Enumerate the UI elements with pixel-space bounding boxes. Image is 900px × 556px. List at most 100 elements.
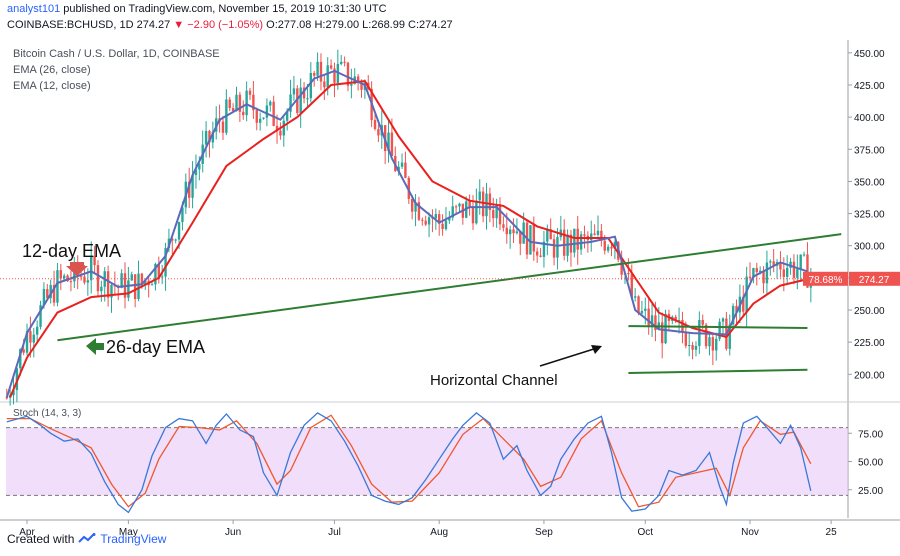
candle-body <box>46 289 49 299</box>
candle-body <box>25 331 29 353</box>
candle-body <box>42 289 46 306</box>
stoch-tick-label: 25.00 <box>858 486 883 497</box>
stoch-tick-label: 75.00 <box>858 429 883 440</box>
last-price-text: 274.27 <box>859 275 890 286</box>
candle-body <box>154 263 157 285</box>
candle-body <box>160 276 164 278</box>
candle-body <box>552 239 556 258</box>
candle-body <box>522 222 525 244</box>
candle-body <box>282 120 285 136</box>
candle-body <box>721 318 725 322</box>
candle-body <box>285 111 289 121</box>
candle-body <box>174 239 177 241</box>
candle-body <box>471 207 475 224</box>
candle-body <box>715 338 718 351</box>
candle-body <box>62 275 66 279</box>
tradingview-link[interactable]: TradingView <box>100 532 167 546</box>
candle-body <box>505 227 508 235</box>
candle-body <box>549 229 552 240</box>
symbol: COINBASE:BCHUSD, 1D 274.27 <box>7 19 171 31</box>
candle-body <box>502 224 505 228</box>
candle-body <box>164 248 167 277</box>
candle-body <box>579 234 583 250</box>
candle-body <box>52 285 56 303</box>
candle-body <box>752 268 755 278</box>
candle-body <box>181 207 184 223</box>
candle-body <box>772 261 775 266</box>
candle-body <box>356 76 360 84</box>
ema12-annotation: 12-day EMA <box>22 241 121 261</box>
candle-body <box>779 261 782 270</box>
candle-body <box>745 276 748 312</box>
price-tick-label: 350.00 <box>854 177 885 188</box>
candle-body <box>593 233 596 235</box>
candle-body <box>69 281 73 283</box>
candle-body <box>546 229 549 242</box>
candle-body <box>583 234 586 236</box>
footer: Created with TradingView <box>7 532 166 546</box>
candle-body <box>56 270 59 303</box>
candle-body <box>377 129 380 136</box>
price-tick-label: 400.00 <box>854 113 885 124</box>
time-tick-label: 25 <box>826 527 838 538</box>
candle-body <box>326 65 329 88</box>
candle-body <box>728 324 731 349</box>
price-tick-label: 300.00 <box>854 242 885 253</box>
price-tick-label: 200.00 <box>854 370 885 381</box>
candle-body <box>458 203 461 207</box>
candle-body <box>5 397 8 399</box>
candle-body <box>596 230 600 235</box>
rising-support-trendline <box>57 233 842 342</box>
candle-body <box>340 61 343 64</box>
candle-body <box>316 61 319 76</box>
candle-body <box>677 320 681 322</box>
publish-line: analyst101 published on TradingView.com,… <box>7 3 387 15</box>
candle-body <box>29 331 32 343</box>
candle-body <box>654 315 657 330</box>
candle-body <box>255 110 258 123</box>
candle-body <box>410 198 414 212</box>
candle-body <box>478 191 481 201</box>
candle-body <box>556 237 559 258</box>
candle-body <box>755 268 758 273</box>
candle-body <box>93 255 96 266</box>
price-tick-label: 425.00 <box>854 81 885 92</box>
stoch-band <box>6 427 848 496</box>
candle-body <box>279 130 282 136</box>
price-tick-label: 450.00 <box>854 49 885 60</box>
time-tick-label: Sep <box>535 527 553 538</box>
candle-body <box>438 214 441 224</box>
candle-body <box>603 240 606 251</box>
candle-body <box>417 202 421 220</box>
legend-title: Bitcoin Cash / U.S. Dollar, 1D, COINBASE <box>13 48 220 60</box>
candle-body <box>157 263 160 278</box>
channel-arrow-head-icon <box>591 345 602 354</box>
candle-body <box>235 94 238 112</box>
candle-body <box>194 169 198 176</box>
candle-body <box>704 324 708 347</box>
candle-body <box>397 166 400 172</box>
candle-body <box>796 269 799 278</box>
candle-body <box>59 270 63 279</box>
price-tick-label: 250.00 <box>854 306 885 317</box>
candle-body <box>32 334 35 343</box>
candle-body <box>454 206 458 208</box>
candle-body <box>782 269 786 277</box>
candle-body <box>265 105 269 118</box>
ema26-line <box>9 80 808 398</box>
candle-body <box>640 310 644 314</box>
candle-body <box>231 108 235 112</box>
candle-body <box>718 321 721 339</box>
time-tick-label: May <box>119 527 138 538</box>
candle-body <box>475 200 478 224</box>
candle-body <box>519 231 522 244</box>
candle-body <box>373 120 377 130</box>
stoch-d-line <box>6 414 812 508</box>
candle-body <box>620 259 623 275</box>
candle-body <box>275 125 279 131</box>
username[interactable]: analyst101 <box>7 3 61 15</box>
candle-body <box>792 261 796 278</box>
candle-body <box>106 271 110 298</box>
ema26-arrow-icon <box>86 338 104 355</box>
